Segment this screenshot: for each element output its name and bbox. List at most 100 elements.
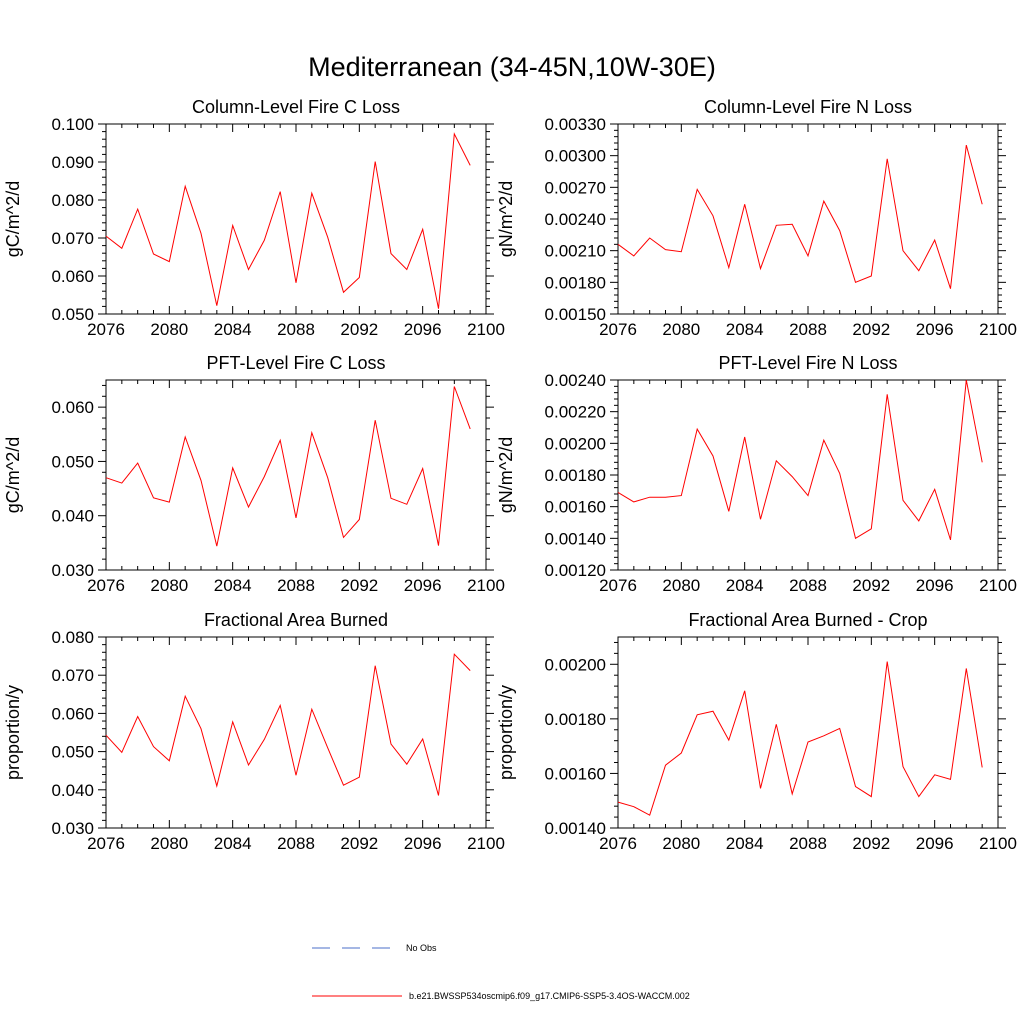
plot-frame	[105, 636, 487, 829]
panels: Column-Level Fire C Loss 2076 2080 2084 2088…	[3, 97, 1017, 853]
y-tick-label: 0.00180	[545, 710, 606, 729]
x-tick-label: 2092	[852, 834, 890, 853]
y-tick-label: 0.090	[51, 153, 94, 172]
y-tick-label: 0.040	[51, 507, 94, 526]
x-tick-label: 2092	[340, 834, 378, 853]
series-line	[105, 132, 471, 309]
chart-panel-4: PFT-Level Fire N Loss 2076 2080 2084 2088 209…	[496, 353, 1017, 595]
y-tick-label: 0.00140	[545, 529, 606, 548]
y-tick-label: 0.070	[51, 666, 94, 685]
y-tick-label: 0.060	[51, 704, 94, 723]
x-tick-label: 2084	[726, 576, 764, 595]
y-tick-label: 0.050	[51, 743, 94, 762]
x-tick-label: 2080	[662, 320, 700, 339]
plot-frame	[617, 636, 999, 829]
y-tick-label: 0.00300	[545, 147, 606, 166]
y-tick-label: 0.00210	[545, 242, 606, 261]
y-axis-label: proportion/y	[3, 685, 23, 780]
y-tick-label: 0.030	[51, 561, 94, 580]
y-tick-label: 0.00330	[545, 115, 606, 134]
x-tick-label: 2088	[277, 320, 315, 339]
y-tick-label: 0.00180	[545, 273, 606, 292]
x-tick-label: 2084	[214, 576, 252, 595]
panel-title: Column-Level Fire C Loss	[192, 97, 400, 117]
x-tick-label: 2096	[916, 834, 954, 853]
chart-panel-2: Column-Level Fire N Loss 2076 2080 2084 2088…	[496, 97, 1017, 339]
x-tick-label: 2092	[852, 576, 890, 595]
y-tick-label: 0.00160	[545, 498, 606, 517]
series-line	[617, 144, 983, 289]
y-tick-label: 0.00150	[545, 305, 606, 324]
plot-frame	[617, 379, 999, 571]
chart-panel-5: Fractional Area Burned 2076 2080 2084 2088 20…	[3, 610, 505, 853]
plot-frame	[105, 123, 487, 315]
panel-title: Column-Level Fire N Loss	[704, 97, 912, 117]
x-tick-label: 2096	[404, 834, 442, 853]
y-tick-label: 0.100	[51, 115, 94, 134]
y-tick-label: 0.00240	[545, 371, 606, 390]
x-tick-label: 2096	[916, 320, 954, 339]
y-tick-label: 0.080	[51, 191, 94, 210]
y-tick-label: 0.050	[51, 305, 94, 324]
series-line	[617, 379, 983, 541]
x-tick-label: 2076	[599, 576, 637, 595]
series-line	[105, 653, 471, 796]
x-tick-label: 2096	[404, 576, 442, 595]
x-tick-label: 2076	[87, 576, 125, 595]
chart-panel-3: PFT-Level Fire C Loss 2076 2080 2084 2088 209…	[3, 353, 505, 595]
x-tick-label: 2100	[979, 834, 1017, 853]
y-axis-label: gN/m^2/d	[496, 181, 516, 257]
x-tick-label: 2092	[340, 576, 378, 595]
x-tick-label: 2080	[150, 320, 188, 339]
x-tick-label: 2076	[87, 834, 125, 853]
x-tick-label: 2084	[726, 320, 764, 339]
x-tick-label: 2080	[150, 834, 188, 853]
y-axis-label: proportion/y	[496, 685, 516, 780]
y-tick-label: 0.060	[51, 267, 94, 286]
y-tick-label: 0.00270	[545, 178, 606, 197]
x-tick-label: 2076	[599, 320, 637, 339]
y-tick-label: 0.00220	[545, 403, 606, 422]
x-tick-label: 2088	[789, 834, 827, 853]
y-tick-label: 0.040	[51, 781, 94, 800]
y-tick-label: 0.030	[51, 819, 94, 838]
panel-title: PFT-Level Fire C Loss	[206, 353, 385, 373]
y-tick-label: 0.00200	[545, 655, 606, 674]
panel-title: Fractional Area Burned	[204, 610, 388, 630]
y-tick-label: 0.00160	[545, 764, 606, 783]
x-tick-label: 2088	[277, 834, 315, 853]
x-tick-label: 2084	[214, 320, 252, 339]
x-tick-label: 2096	[916, 576, 954, 595]
x-tick-label: 2092	[852, 320, 890, 339]
x-tick-label: 2080	[150, 576, 188, 595]
legend-obs-label: No Obs	[406, 943, 437, 953]
panel-title: PFT-Level Fire N Loss	[718, 353, 897, 373]
x-tick-label: 2100	[467, 576, 505, 595]
y-tick-label: 0.060	[51, 398, 94, 417]
x-tick-label: 2100	[979, 320, 1017, 339]
y-tick-label: 0.00200	[545, 434, 606, 453]
legend: No Obs b.e21.BWSSP534oscmip6.f09_g17.CMI…	[312, 943, 690, 1001]
x-tick-label: 2080	[662, 576, 700, 595]
plot-frame	[617, 123, 999, 315]
y-tick-label: 0.00140	[545, 819, 606, 838]
x-tick-label: 2088	[789, 320, 827, 339]
y-axis-label: gC/m^2/d	[3, 437, 23, 513]
x-tick-label: 2096	[404, 320, 442, 339]
series-line	[105, 386, 471, 547]
x-tick-label: 2088	[789, 576, 827, 595]
y-axis-label: gN/m^2/d	[496, 437, 516, 513]
x-tick-label: 2084	[214, 834, 252, 853]
y-tick-label: 0.070	[51, 229, 94, 248]
y-tick-label: 0.00180	[545, 466, 606, 485]
chart-panel-6: Fractional Area Burned - Crop 2076 2080 208…	[496, 610, 1017, 853]
x-tick-label: 2084	[726, 834, 764, 853]
x-tick-label: 2100	[467, 834, 505, 853]
chart-panel-1: Column-Level Fire C Loss 2076 2080 2084 2088…	[3, 97, 505, 339]
y-tick-label: 0.00120	[545, 561, 606, 580]
y-tick-label: 0.00240	[545, 210, 606, 229]
legend-model-label: b.e21.BWSSP534oscmip6.f09_g17.CMIP6-SSP5…	[409, 991, 690, 1001]
x-tick-label: 2092	[340, 320, 378, 339]
page-title: Mediterranean (34-45N,10W-30E)	[308, 52, 716, 82]
